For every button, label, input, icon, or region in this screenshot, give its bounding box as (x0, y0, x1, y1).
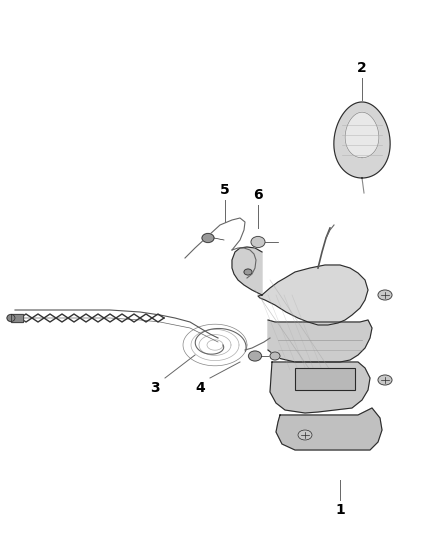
Polygon shape (270, 362, 370, 413)
Polygon shape (345, 112, 379, 158)
Text: 1: 1 (335, 503, 345, 517)
Ellipse shape (378, 375, 392, 385)
Bar (295, 368, 355, 390)
Text: 2: 2 (357, 61, 367, 75)
Ellipse shape (248, 351, 261, 361)
Text: 3: 3 (150, 381, 160, 395)
Text: 6: 6 (253, 188, 263, 202)
Ellipse shape (378, 290, 392, 300)
Ellipse shape (202, 233, 214, 243)
Polygon shape (334, 102, 390, 178)
Ellipse shape (244, 269, 252, 275)
Text: 5: 5 (220, 183, 230, 197)
Polygon shape (268, 320, 372, 362)
Polygon shape (258, 265, 368, 325)
Text: 4: 4 (195, 381, 205, 395)
Ellipse shape (298, 430, 312, 440)
Ellipse shape (7, 314, 15, 321)
Ellipse shape (251, 237, 265, 247)
Polygon shape (11, 314, 23, 322)
Ellipse shape (270, 352, 280, 360)
Polygon shape (276, 408, 382, 450)
Polygon shape (232, 247, 262, 295)
